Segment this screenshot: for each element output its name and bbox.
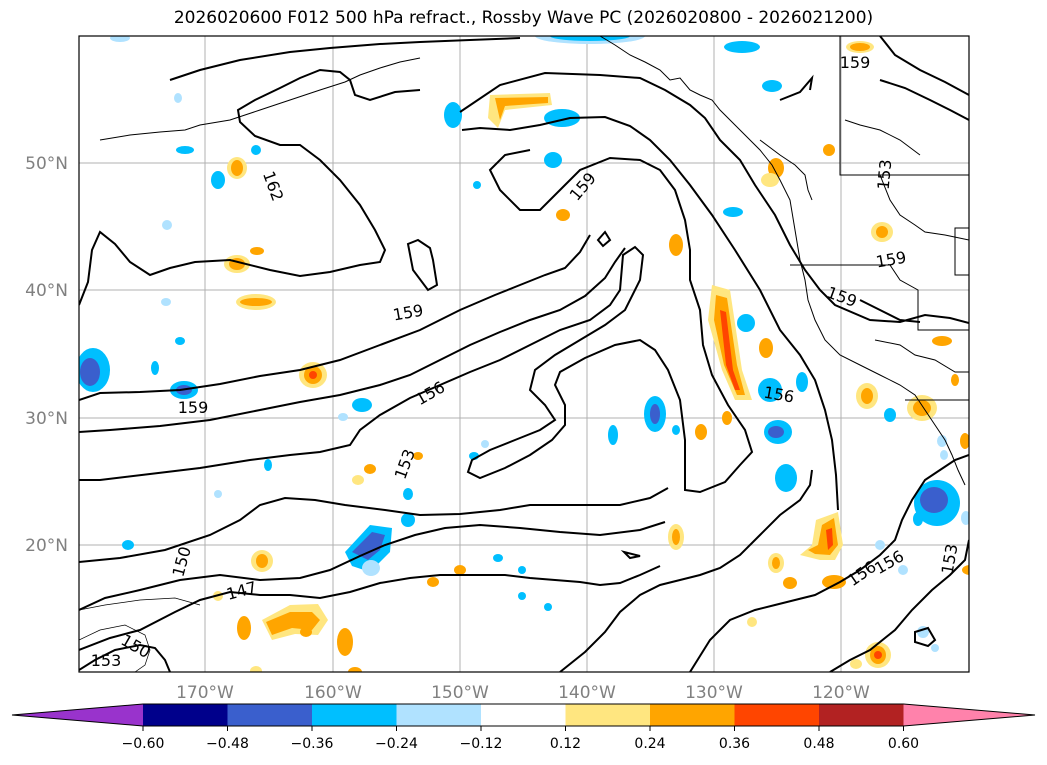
plot-frame [78, 35, 970, 673]
shaded-anomalies [79, 36, 969, 672]
lat-label-40n: 40°N [25, 281, 68, 301]
lat-label-50n: 50°N [25, 154, 68, 174]
lat-axis-labels: 50°N 40°N 30°N 20°N [25, 154, 68, 556]
lon-label-130w: 130°W [685, 683, 743, 703]
colorbar-segment [734, 704, 820, 726]
colorbar-extend-max [903, 704, 1035, 726]
colorbar-segment [481, 704, 566, 726]
colorbar-segment [312, 704, 397, 726]
contour-label: 153 [874, 158, 896, 190]
colorbar-tick-label: 0.36 [719, 736, 750, 752]
lat-label-20n: 20°N [25, 536, 68, 556]
colorbar-tick-label: −0.48 [206, 736, 249, 752]
contour-lines [79, 36, 969, 672]
colorbar-tick-label: 0.24 [634, 736, 665, 752]
lon-label-150w: 150°W [431, 683, 489, 703]
coastlines [99, 36, 969, 486]
colorbar-tick-label: 0.48 [803, 736, 834, 752]
colorbar-tick-label: −0.60 [122, 736, 165, 752]
map-title: 2026020600 F012 500 hPa refract., Rossby… [173, 8, 874, 28]
colorbar-segment [396, 704, 482, 726]
colorbar: −0.60 −0.48 −0.36 −0.24 −0.12 0.12 0.24 0.36 0.4… [11, 703, 1036, 752]
colorbar-tick-label: −0.12 [460, 736, 503, 752]
colorbar-segment [143, 704, 228, 726]
colorbar-segment [565, 704, 651, 726]
colorbar-segment [819, 704, 904, 726]
lon-label-170w: 170°W [176, 683, 234, 703]
contour-label: 159 [178, 398, 209, 417]
colorbar-segment [227, 704, 313, 726]
lon-label-120w: 120°W [812, 683, 870, 703]
lon-label-140w: 140°W [558, 683, 616, 703]
plot-area [79, 36, 969, 672]
colorbar-tick-label: −0.24 [375, 736, 418, 752]
colorbar-extend-min [12, 704, 143, 726]
lat-label-30n: 30°N [25, 409, 68, 429]
thin-contours [79, 597, 201, 672]
colorbar-segment [650, 704, 735, 726]
contour-label: 159 [840, 53, 871, 72]
lon-label-160w: 160°W [304, 683, 362, 703]
colorbar-tick-label: 0.12 [550, 736, 581, 752]
contour-label: 153 [91, 651, 122, 670]
colorbar-tick-label: −0.36 [291, 736, 334, 752]
colorbar-tick-label: 0.60 [888, 736, 919, 752]
lon-axis-labels: 170°W 160°W 150°W 140°W 130°W 120°W [176, 683, 870, 703]
